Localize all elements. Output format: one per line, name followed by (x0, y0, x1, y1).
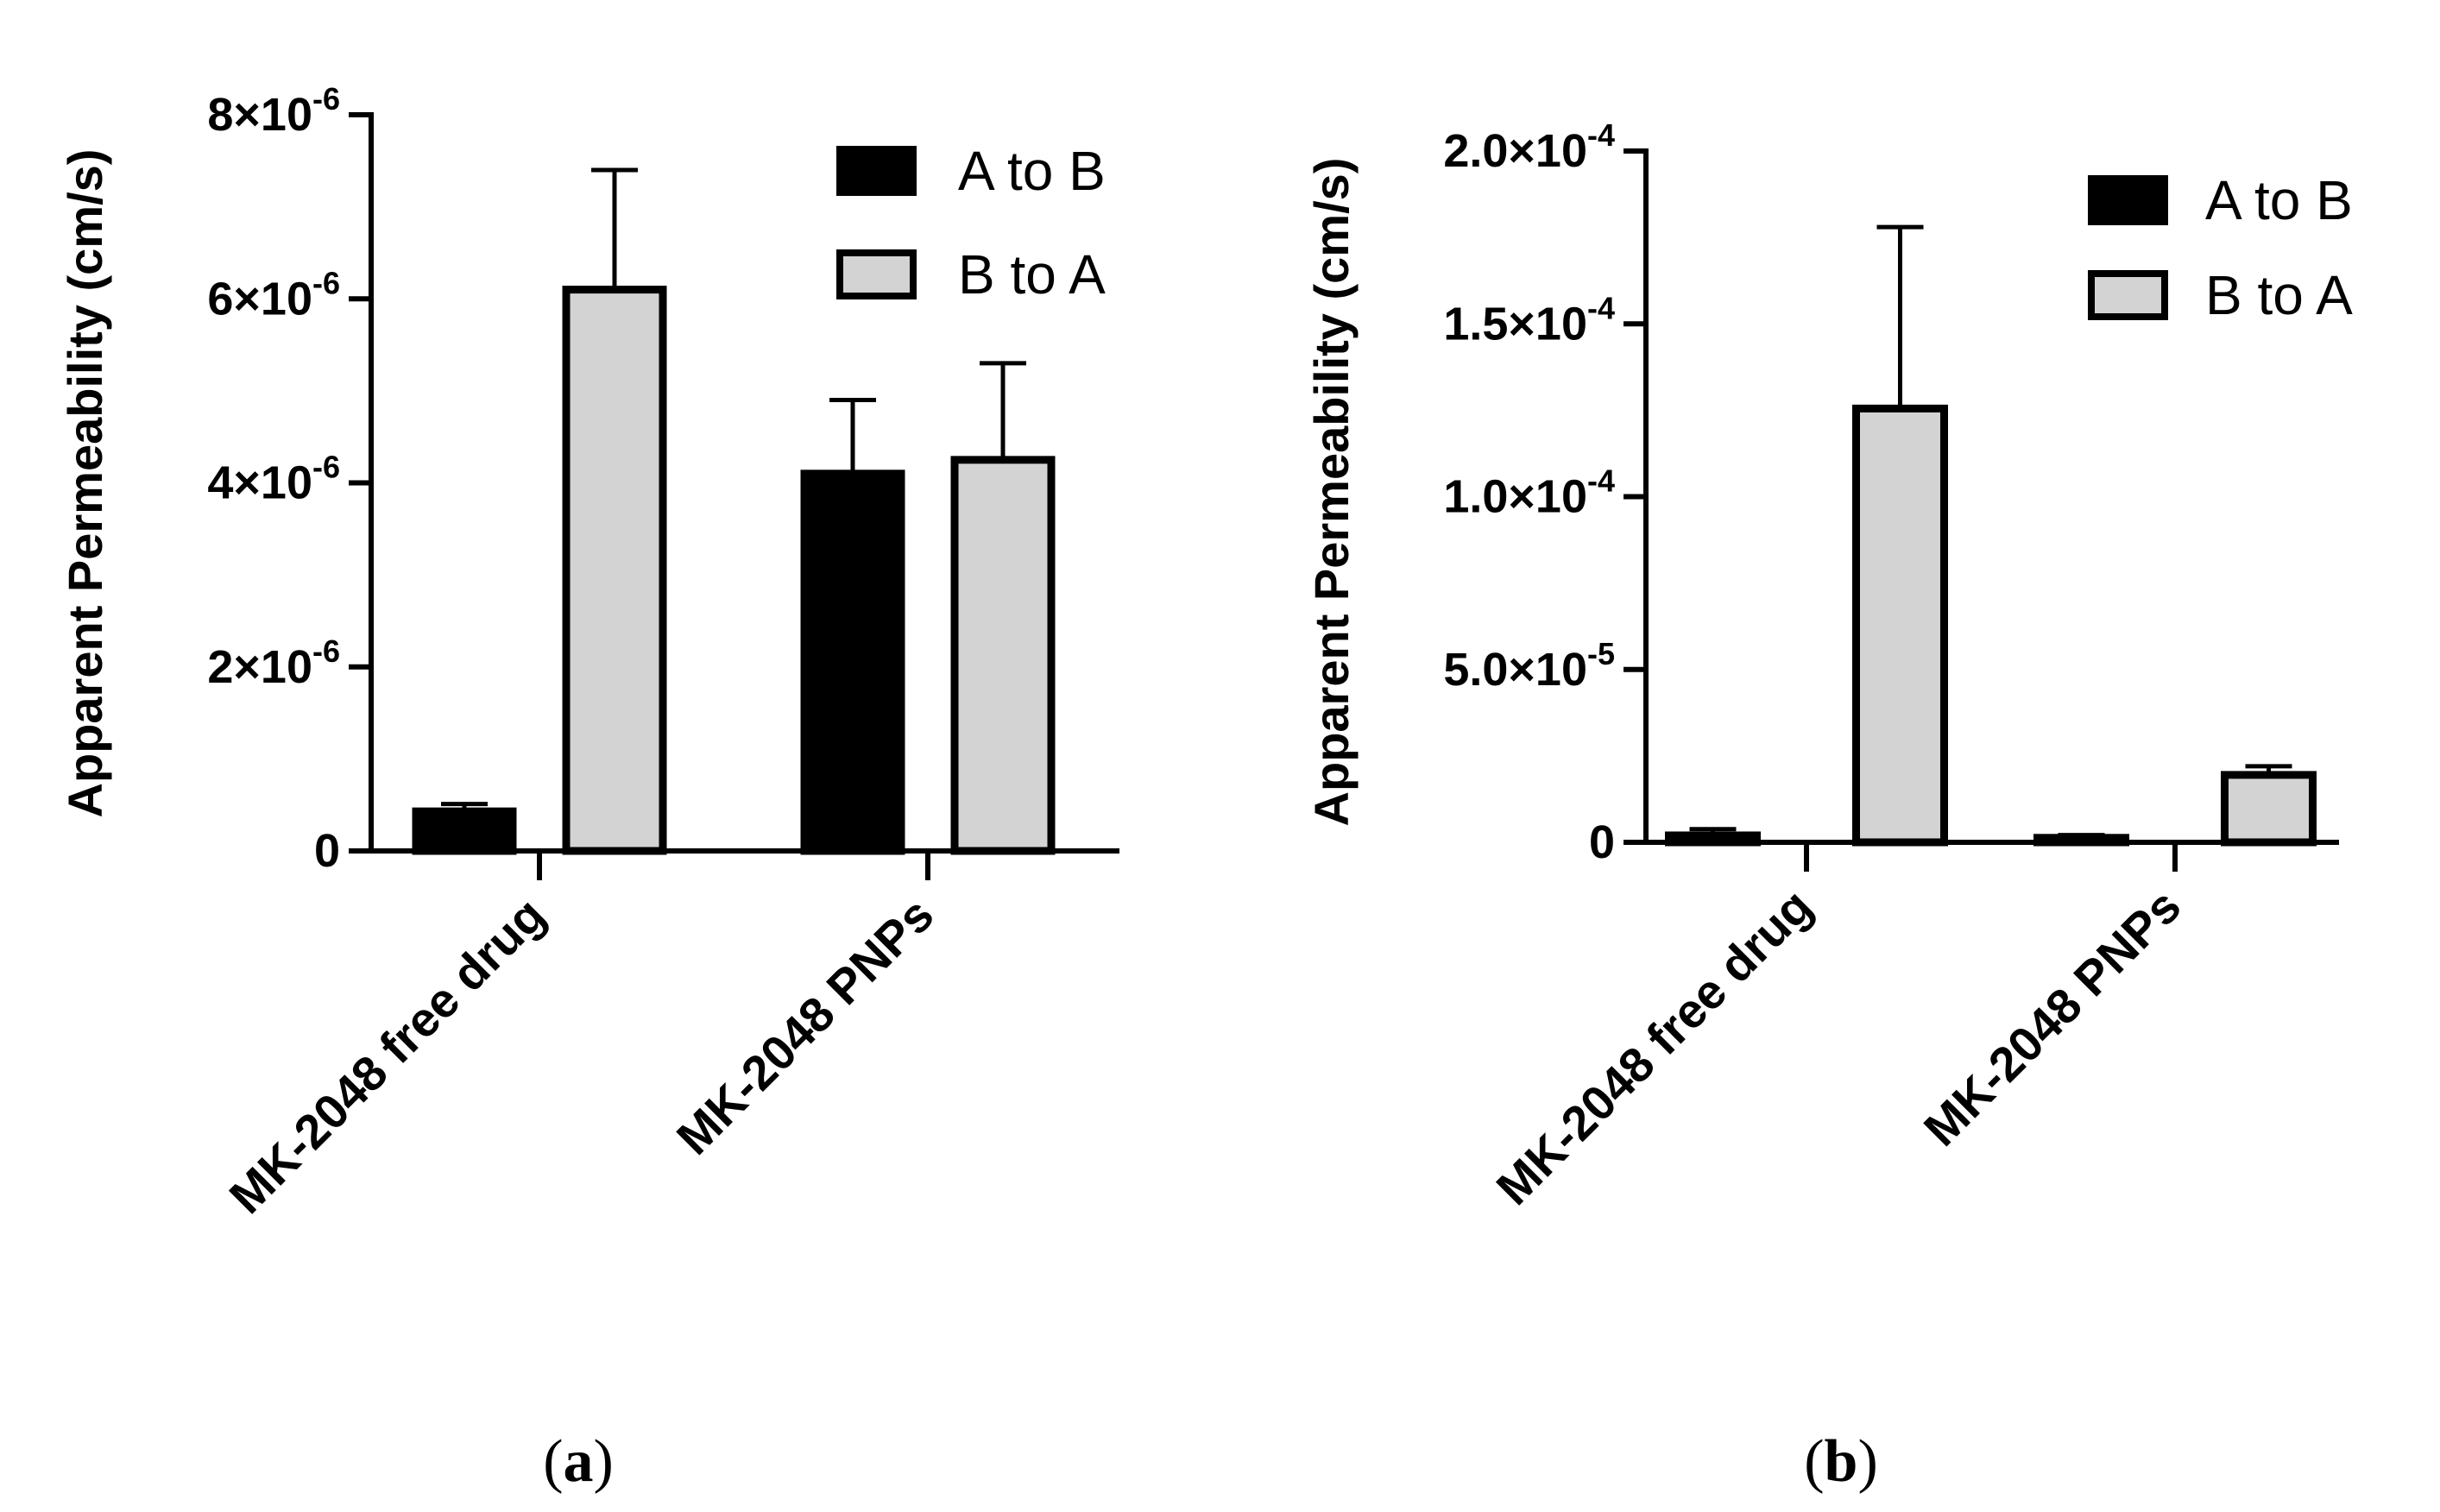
panel-label: (a) (543, 1428, 614, 1495)
x-category-label: MK-2048 PNPs (666, 887, 944, 1165)
panel-label: (b) (1804, 1428, 1878, 1495)
y-tick-label: 4×10-6 (207, 450, 340, 509)
chart-panel-b: 0 5.0×10-5 1.0×10-4 1.5×10-4 2.0×10-4 MK-2048… (1304, 117, 2353, 1495)
legend-label: A to B (2205, 169, 2353, 231)
bar (1852, 404, 1948, 847)
bar (800, 469, 905, 855)
bar (412, 807, 517, 855)
y-tick-label: 5.0×10-5 (1443, 636, 1615, 696)
legend-label: A to B (958, 140, 1106, 202)
bar (950, 456, 1056, 855)
legend-swatch (836, 249, 917, 299)
y-tick-label: 1.0×10-4 (1443, 463, 1615, 523)
y-tick-label: 6×10-6 (207, 265, 340, 324)
y-tick-label: 2×10-6 (207, 633, 340, 693)
y-tick-label: 0 (1589, 816, 1615, 868)
bar (2221, 771, 2317, 847)
y-tick-label: 0 (314, 825, 340, 877)
legend-swatch (2088, 270, 2168, 320)
bar (562, 286, 667, 855)
y-tick-label: 2.0×10-4 (1443, 117, 1615, 177)
x-category-label: MK-2048 PNPs (1914, 879, 2191, 1156)
legend-label: B to A (2205, 264, 2353, 326)
chart-panel-a: 0 2×10-6 4×10-6 6×10-6 8×10-6 MK-2048 free dr… (58, 81, 1119, 1495)
x-category-label: MK-2048 free drug (218, 887, 555, 1224)
y-tick-label: 8×10-6 (207, 81, 340, 141)
y-axis-title: Apparent Permeability (cm/s) (58, 149, 112, 818)
legend-label: B to A (958, 243, 1106, 306)
legend-swatch (2088, 175, 2168, 225)
y-tick-label: 1.5×10-4 (1443, 290, 1615, 350)
x-category-label: MK-2048 free drug (1485, 879, 1822, 1215)
legend-swatch (836, 146, 917, 196)
y-axis-title: Apparent Permeability (cm/s) (1304, 158, 1359, 827)
